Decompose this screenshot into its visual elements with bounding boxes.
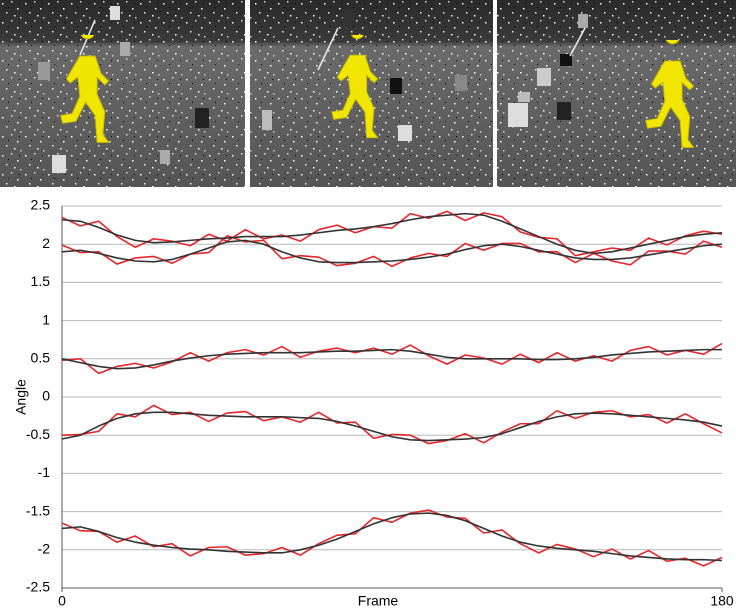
- data-line: [61, 212, 723, 255]
- data-line: [61, 512, 723, 562]
- y-tick-label: 1: [42, 311, 50, 327]
- x-tick-label: 180: [710, 593, 734, 609]
- y-tick-label: -2.5: [26, 579, 50, 595]
- plot-area: -2.5 -2 -1.5 -1 -0.5 0 0.5 1 1.5 2 2.5 0 180: [26, 197, 734, 609]
- data-line: [61, 235, 723, 268]
- data-line: [61, 348, 722, 370]
- y-tick-label: -1: [38, 464, 51, 480]
- photo-panel: [250, 0, 493, 187]
- y-tick-label: 1.5: [31, 273, 51, 289]
- y-tick-label: -0.5: [26, 426, 50, 442]
- data-line: [61, 411, 723, 442]
- data-line: [61, 509, 723, 567]
- data-line: [61, 239, 723, 264]
- y-tick-label: 2.5: [31, 197, 51, 213]
- x-axis-label: Frame: [358, 593, 399, 609]
- y-tick-label: 2: [42, 235, 50, 251]
- y-tick-label: 0: [42, 388, 50, 404]
- y-tick-label: 0.5: [31, 350, 51, 366]
- photo-panel: [0, 0, 245, 187]
- data-line: [61, 404, 723, 445]
- photo-panel: [497, 0, 736, 187]
- y-axis-label: Angle: [13, 379, 29, 415]
- x-tick-label: 0: [58, 593, 66, 609]
- y-tick-label: -2: [38, 541, 51, 557]
- y-tick-label: -1.5: [26, 502, 50, 518]
